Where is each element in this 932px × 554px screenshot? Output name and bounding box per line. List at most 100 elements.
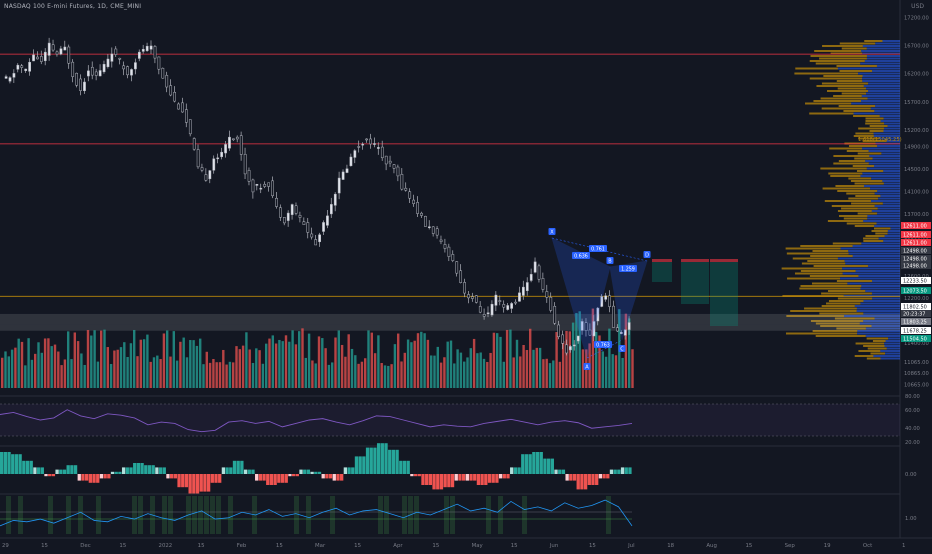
histogram-bar: [203, 474, 207, 492]
candle-body: [98, 70, 102, 77]
volume-profile-left-bar: [813, 100, 862, 102]
volume-profile-right-bar: [888, 337, 900, 340]
price-tick-label: 16200.00: [904, 72, 929, 78]
candle-body: [459, 270, 463, 283]
trade-target-box: [652, 262, 672, 282]
histogram-bar: [443, 474, 447, 488]
volume-profile-right-bar: [883, 127, 900, 130]
volume-profile-left-bar: [821, 107, 871, 110]
volume-profile-left-bar: [810, 320, 864, 322]
volume-profile-left-bar: [819, 312, 864, 315]
volume-bar: [53, 344, 57, 388]
volume-profile-right-bar: [852, 255, 900, 257]
harmonic-point-label: C: [620, 346, 624, 352]
candle-body: [572, 344, 576, 347]
histogram-bar: [469, 474, 473, 481]
volume-profile-left-bar: [800, 285, 862, 287]
volume-profile-left-bar: [839, 42, 876, 45]
volume-bar: [142, 339, 146, 388]
histogram-bar: [277, 474, 281, 483]
histogram-bar: [195, 474, 200, 494]
volume-profile-left-bar: [837, 297, 873, 300]
volume-profile-right-bar: [871, 200, 900, 202]
candle-body: [51, 44, 55, 51]
volume-profile-left-bar: [838, 160, 866, 162]
price-label-text: 20:23:37: [903, 312, 925, 318]
histogram-bar: [262, 474, 266, 481]
harmonic-ratio-box: [572, 252, 590, 259]
candle-body: [247, 170, 251, 182]
volume-profile-left-bar: [854, 182, 884, 185]
volume-profile-right-bar: [862, 75, 900, 77]
harmonic-point-box: [606, 257, 614, 264]
volume-profile-left-bar: [800, 245, 853, 247]
candle-body: [400, 174, 404, 190]
volume-bar: [284, 335, 288, 388]
histogram-bar: [144, 465, 148, 474]
candle-body: [279, 207, 282, 218]
histogram-bar: [133, 463, 137, 474]
volume-profile-right-bar: [867, 217, 900, 220]
candle-body: [173, 92, 176, 102]
time-axis-label: 15: [589, 543, 596, 549]
bottom-highlight-column: [306, 496, 311, 534]
volume-profile-left-bar: [827, 290, 866, 292]
histogram-bar: [62, 469, 67, 474]
volume-profile-left-bar: [785, 247, 841, 250]
histogram-bar: [125, 467, 129, 474]
volume-bar: [179, 341, 182, 388]
candle-body: [584, 322, 588, 331]
histogram-bar: [569, 474, 573, 481]
candle-body: [12, 73, 16, 78]
volume-profile-left-bar: [865, 120, 881, 122]
candle-body: [126, 66, 129, 76]
volume-bar: [459, 352, 463, 388]
volume-profile-right-bar: [862, 52, 900, 55]
histogram-bar: [365, 447, 370, 474]
bottom-highlight-column: [294, 496, 299, 534]
bottom-highlight-column: [210, 496, 215, 534]
histogram-bar: [376, 443, 381, 474]
price-label-text: 12233.50: [903, 279, 927, 285]
volume-bar: [189, 340, 192, 388]
histogram-bar: [399, 460, 403, 474]
price-tick-label: 14100.00: [904, 190, 929, 196]
volume-profile-left-bar: [854, 157, 873, 160]
harmonic-point-label: A: [585, 364, 589, 370]
time-axis-label: 2022: [159, 543, 173, 549]
volume-bar: [400, 361, 403, 388]
volume-bar: [30, 359, 34, 388]
harmonic-ratio-label: 0.763: [596, 343, 610, 349]
price-label-box: [901, 303, 931, 310]
volume-profile-right-bar: [870, 107, 900, 110]
volume-bar: [565, 330, 568, 388]
volume-profile-right-bar: [884, 345, 900, 347]
volume-profile-right-bar: [878, 137, 900, 140]
candle-body: [616, 327, 619, 332]
histogram-bar: [85, 474, 89, 481]
histogram-bar: [565, 474, 569, 481]
volume-profile-left-bar: [812, 250, 849, 252]
histogram-bar: [406, 460, 410, 474]
volume-bar: [416, 333, 420, 388]
volume-bar: [578, 311, 581, 388]
candle-body: [522, 286, 525, 296]
candle-body: [549, 297, 553, 311]
bottom-highlight-column: [48, 496, 53, 534]
volume-profile-left-bar: [810, 255, 853, 257]
volume-profile-right-bar: [879, 115, 900, 117]
volume-bar: [152, 357, 156, 388]
histogram-bar: [351, 467, 355, 474]
volume-profile-right-bar: [863, 220, 900, 222]
histogram-bar: [121, 467, 126, 474]
volume-bar: [258, 350, 261, 388]
volume-profile-left-bar: [790, 310, 857, 312]
candle-body: [181, 102, 184, 113]
volume-profile-right-bar: [883, 170, 900, 172]
bottom-highlight-column: [330, 496, 335, 534]
candle-body: [63, 46, 67, 51]
volume-bar: [367, 330, 370, 388]
volume-bar: [525, 349, 529, 388]
volume-profile-left-bar: [863, 240, 884, 242]
histogram-bar: [310, 471, 314, 474]
